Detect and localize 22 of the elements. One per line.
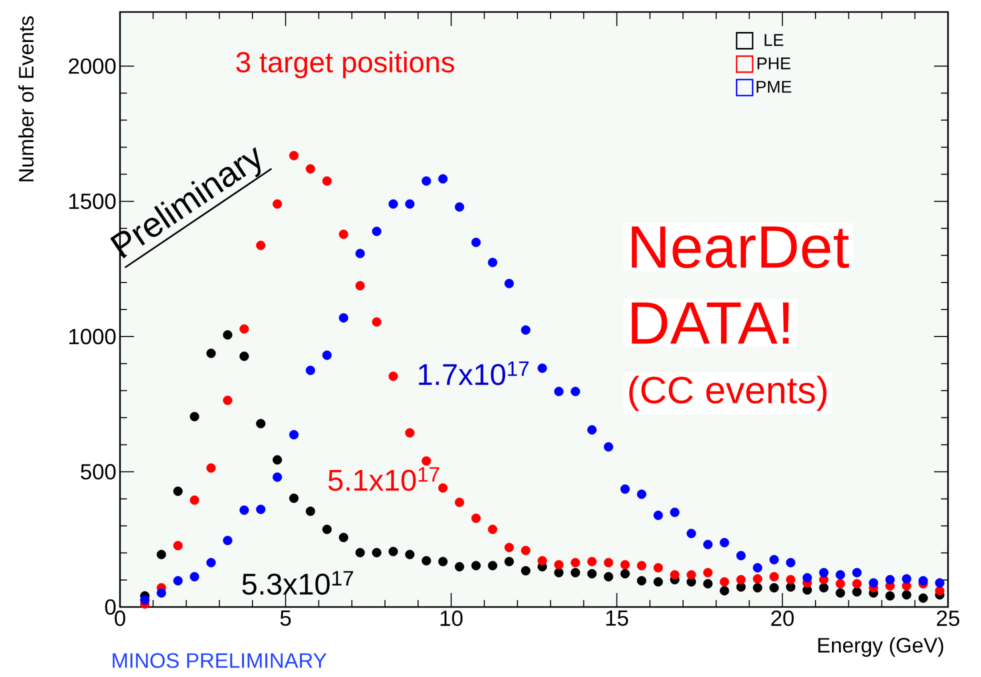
legend-label: PHE (758, 58, 790, 70)
annotation: 3 target positions (236, 51, 454, 78)
annotation: DATA! (632, 302, 789, 344)
legend-label: LE (764, 34, 784, 46)
x-tick-label: 20 (771, 610, 794, 626)
y-tick-label: 1000 (69, 328, 116, 344)
x-axis-title: Energy (GeV) (818, 637, 944, 657)
text: MINOS PRELIMINARY (112, 653, 326, 668)
annotation: 1.7x10$^{17}$ (418, 361, 529, 386)
annotation: (CC events) (629, 376, 827, 411)
y-tick-label: 2000 (68, 58, 116, 74)
annotation: 5.3x10$^{17}$ (242, 571, 354, 595)
y-tick-label: 500 (80, 464, 116, 480)
y-tick-label: 0 (105, 599, 116, 615)
annotation: 5.1x10$^{17}$ (328, 467, 440, 491)
x-tick-label: 15 (606, 610, 628, 626)
x-tick-label: 25 (936, 610, 960, 626)
y-axis-title: Number of Events (18, 16, 34, 182)
x-tick-label: 10 (440, 610, 463, 626)
x-tick-label: 5 (280, 610, 291, 626)
annotation: NearDet (632, 226, 850, 268)
legend-label: PME (756, 80, 792, 93)
